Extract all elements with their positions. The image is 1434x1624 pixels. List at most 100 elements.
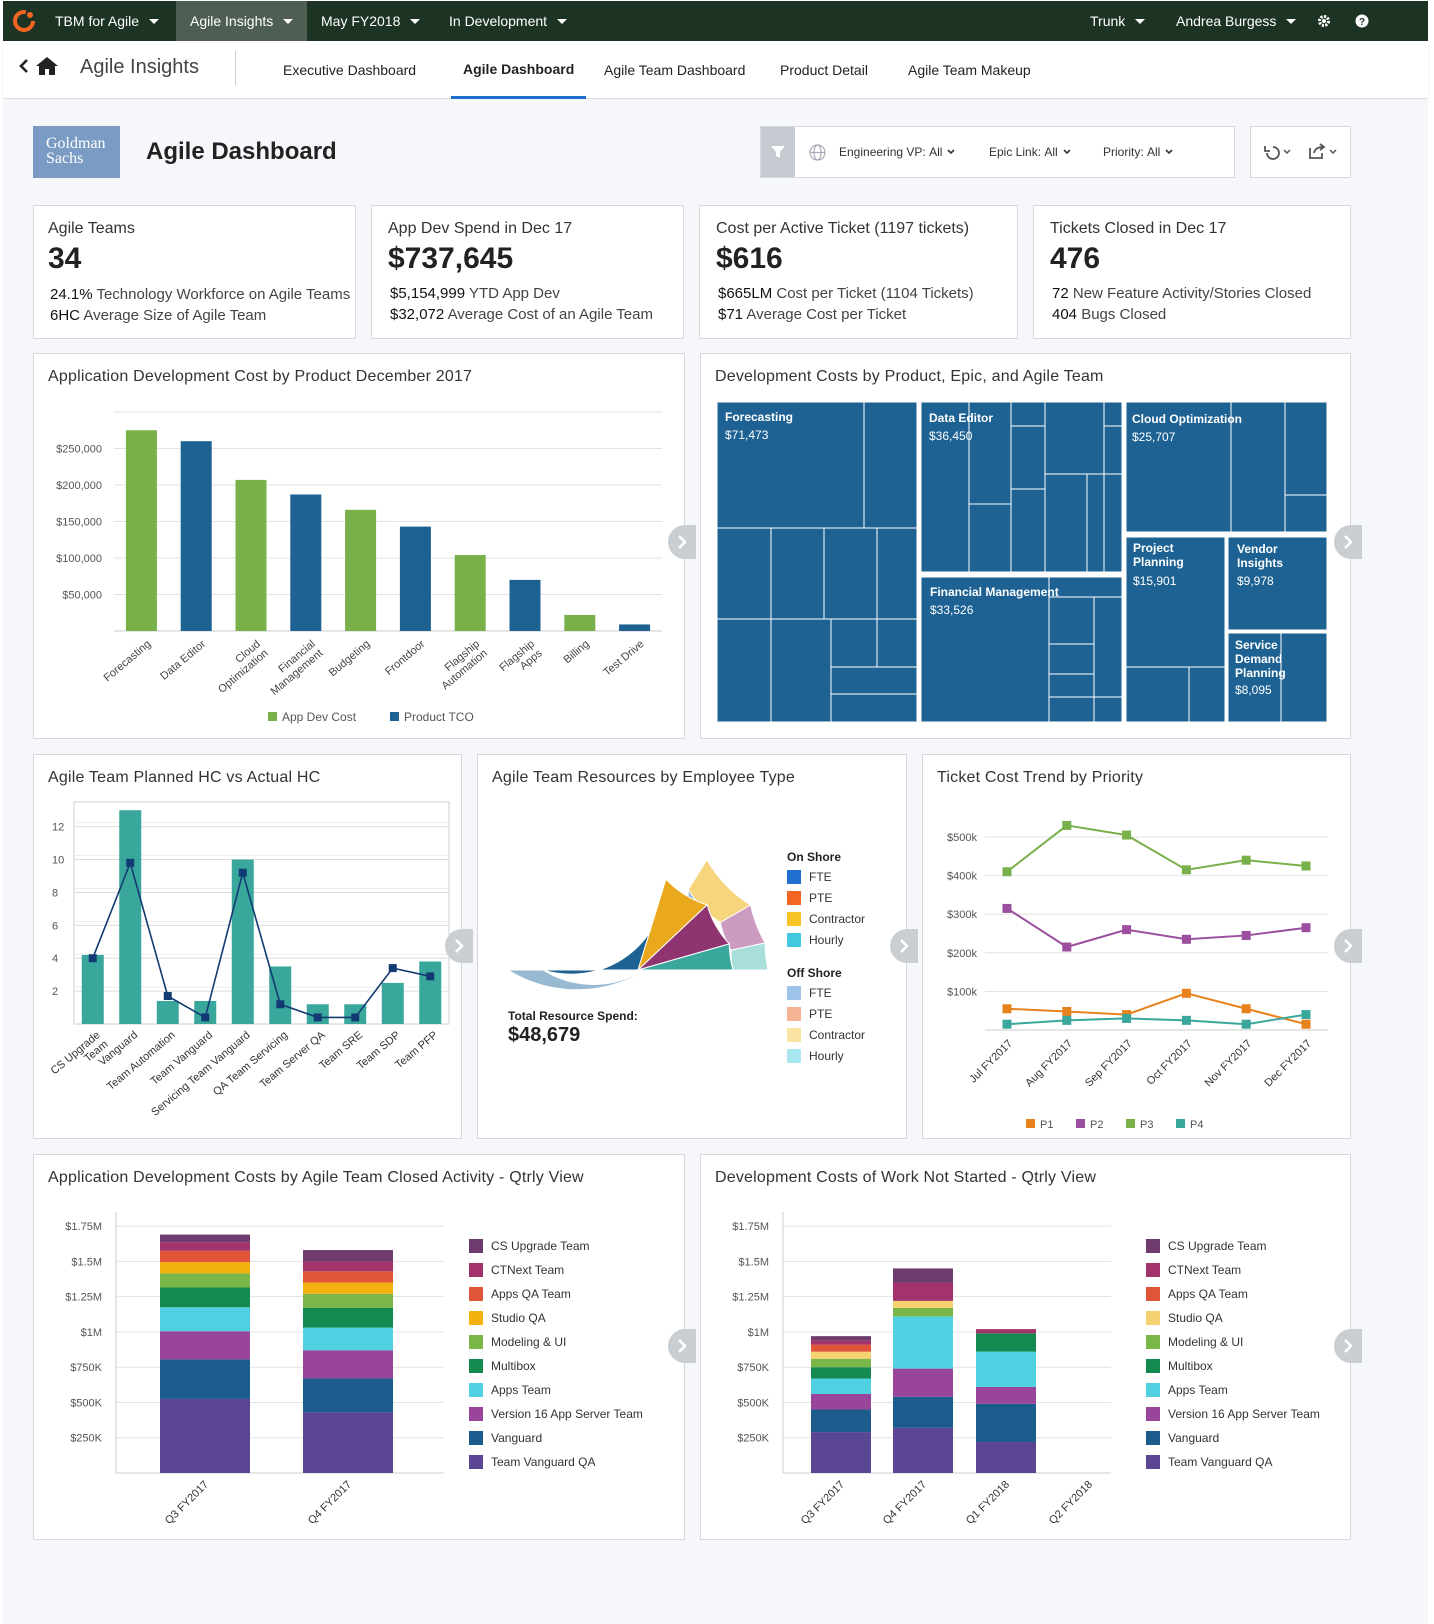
legend-item[interactable]: Contractor — [787, 912, 865, 926]
actual-hc-point — [238, 868, 247, 877]
legend-item[interactable]: Studio QA — [469, 1311, 546, 1325]
y-tick-label: $500K — [70, 1397, 102, 1409]
branch-selector[interactable]: Trunk — [1090, 1, 1146, 41]
legend-item[interactable]: Multibox — [469, 1359, 536, 1373]
y-tick-label: $500K — [737, 1397, 769, 1409]
settings-button[interactable] — [1317, 1, 1331, 41]
filter-priority[interactable]: Priority: All — [1103, 145, 1173, 159]
legend-item[interactable]: Modeling & UI — [469, 1335, 566, 1349]
back-chevron-icon[interactable] — [19, 58, 29, 74]
user-menu[interactable]: Andrea Burgess — [1176, 1, 1297, 41]
legend-item[interactable]: Apps QA Team — [1146, 1287, 1248, 1301]
next-arrow-button[interactable] — [445, 929, 473, 963]
tab-agile-team-makeup[interactable]: Agile Team Makeup — [908, 62, 1031, 78]
stacked-bar-segment — [303, 1327, 393, 1351]
stacked-bar-segment — [976, 1441, 1036, 1473]
module-selector[interactable]: Agile Insights — [176, 1, 308, 41]
x-tick-label: Team Automation — [105, 1029, 178, 1093]
y-tick-label: $150,000 — [56, 517, 102, 529]
legend-item[interactable]: Multibox — [1146, 1359, 1213, 1373]
filter-epic-link[interactable]: Epic Link: All — [989, 145, 1071, 159]
legend-item[interactable]: Apps QA Team — [469, 1287, 571, 1301]
legend-item[interactable]: Vanguard — [469, 1431, 542, 1445]
stacked-bar-segment — [160, 1250, 250, 1263]
legend-item[interactable]: CTNext Team — [469, 1263, 564, 1277]
legend-item[interactable]: Version 16 App Server Team — [469, 1407, 643, 1421]
x-tick-label-group: Frontdoor — [383, 638, 428, 678]
legend-item[interactable]: PTE — [787, 1007, 832, 1021]
scenario-selector[interactable]: In Development — [449, 1, 568, 41]
tab-executive-dashboard[interactable]: Executive Dashboard — [283, 62, 417, 78]
next-arrow-button[interactable] — [1334, 1329, 1362, 1363]
trend-point — [1301, 1010, 1311, 1020]
next-arrow-button[interactable] — [668, 1329, 696, 1363]
legend-item[interactable]: Version 16 App Server Team — [1146, 1407, 1320, 1421]
actual-hc-point — [88, 954, 97, 963]
tab-agile-dashboard[interactable]: Agile Dashboard — [451, 41, 587, 99]
next-arrow-button[interactable] — [668, 525, 696, 559]
x-tick-label-group: Data Editor — [158, 638, 208, 683]
app-selector[interactable]: TBM for Agile — [55, 1, 160, 41]
x-tick-label: Budgeting — [327, 638, 373, 679]
y-tick-label: $1.25M — [732, 1292, 769, 1304]
legend-item[interactable]: Contractor — [787, 1028, 865, 1042]
legend-item[interactable]: FTE — [787, 986, 832, 1000]
gear-icon — [1318, 15, 1330, 27]
filter-toggle[interactable] — [761, 127, 795, 177]
undo-icon[interactable] — [1263, 144, 1293, 160]
legend-swatch — [1146, 1359, 1160, 1373]
app-logo-icon[interactable] — [10, 7, 38, 35]
legend-item[interactable]: Team Vanguard QA — [469, 1455, 596, 1469]
kpi-detail: 404 Bugs Closed — [1052, 306, 1166, 323]
legend-label: Hourly — [809, 1049, 844, 1063]
treemap-value: $71,473 — [725, 428, 769, 442]
legend-item[interactable]: CS Upgrade Team — [1146, 1239, 1267, 1253]
help-button[interactable]: ? — [1355, 1, 1369, 41]
chevron-down-icon — [557, 18, 568, 24]
stacked-bar-segment — [160, 1273, 250, 1288]
x-tick-label: Q2 FY2018 — [1047, 1479, 1095, 1527]
card-title: Ticket Cost Trend by Priority — [937, 769, 1144, 786]
filter-engineering-vp[interactable]: Engineering VP: All — [839, 145, 955, 159]
legend-label: Studio QA — [491, 1311, 546, 1325]
legend-item[interactable]: Apps Team — [469, 1383, 551, 1397]
bar — [454, 555, 486, 631]
legend-item[interactable]: Vanguard — [1146, 1431, 1219, 1445]
legend-item[interactable]: PTE — [787, 891, 832, 905]
legend-item[interactable]: Hourly — [787, 933, 844, 947]
legend-item[interactable]: Team Vanguard QA — [1146, 1455, 1273, 1469]
legend-item[interactable]: CTNext Team — [1146, 1263, 1241, 1277]
kpi-detail-text: Average Cost of an Agile Team — [444, 306, 653, 323]
legend-item[interactable]: CS Upgrade Team — [469, 1239, 590, 1253]
treemap-label: Financial Management — [930, 585, 1059, 599]
kpi-detail-text: Average Cost per Ticket — [743, 306, 907, 323]
stacked-bar-segment — [811, 1367, 871, 1379]
trend-point — [1002, 867, 1012, 877]
legend-item[interactable]: Apps Team — [1146, 1383, 1228, 1397]
legend-item[interactable]: Modeling & UI — [1146, 1335, 1243, 1349]
stacked-bar-segment — [893, 1316, 953, 1369]
tab-agile-team-dashboard[interactable]: Agile Team Dashboard — [604, 62, 746, 78]
x-tick-label: Nov FY2017 — [1203, 1038, 1255, 1090]
legend-label: Contractor — [809, 912, 866, 926]
period-selector[interactable]: May FY2018 — [321, 1, 421, 41]
y-tick-label: $200,000 — [56, 480, 102, 492]
tab-product-detail[interactable]: Product Detail — [780, 62, 868, 78]
help-icon: ? — [1355, 14, 1369, 28]
treemap-label: Data Editor — [929, 411, 993, 425]
legend-item[interactable]: FTE — [787, 870, 832, 884]
legend-item[interactable]: Hourly — [787, 1049, 844, 1063]
next-arrow-button[interactable] — [1334, 929, 1362, 963]
next-arrow-button[interactable] — [890, 929, 918, 963]
treemap-label-line: Demand — [1235, 652, 1282, 666]
stacked-bar-segment — [303, 1293, 393, 1308]
home-icon[interactable] — [35, 56, 59, 76]
chevron-down-icon — [149, 18, 160, 24]
trend-point — [1181, 934, 1191, 944]
next-arrow-button[interactable] — [1334, 525, 1362, 559]
legend-item[interactable]: Studio QA — [1146, 1311, 1223, 1325]
svg-text:?: ? — [1359, 17, 1365, 28]
share-icon[interactable] — [1307, 143, 1339, 160]
trend-point — [1301, 1019, 1311, 1029]
